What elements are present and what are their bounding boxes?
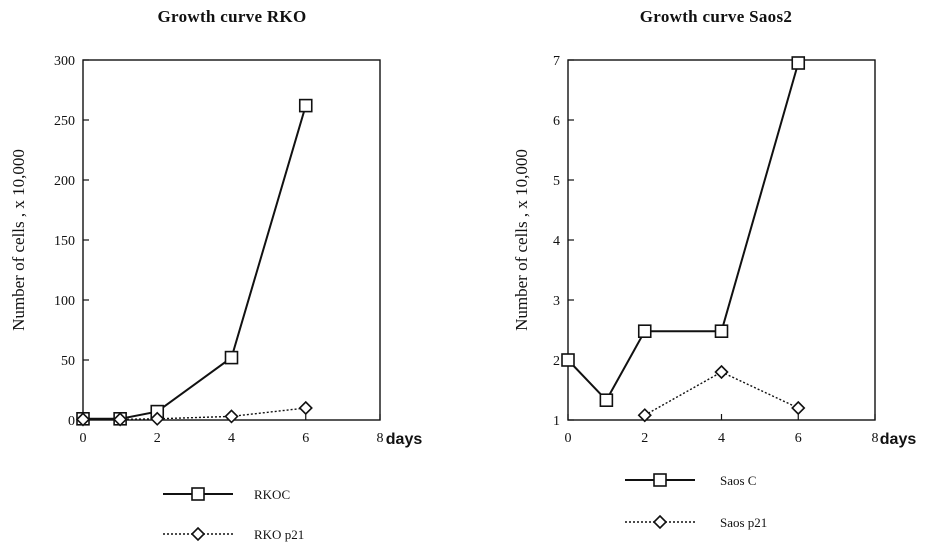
legend-label-2: Saos p21: [720, 515, 767, 530]
data-point: [599, 393, 614, 408]
series-line-1: [567, 62, 800, 402]
data-point: [112, 412, 128, 427]
y-tick-label: 300: [54, 54, 75, 69]
y-tick-label: 7: [553, 54, 560, 69]
y-axis-label: Number of cells , x 10,000: [512, 149, 531, 331]
legend-marker-1: [191, 487, 205, 501]
legend-label-1: RKOC: [254, 487, 290, 502]
y-tick-label: 4: [553, 234, 560, 249]
y-tick-label: 250: [54, 114, 75, 129]
legend-label-1: Saos C: [720, 473, 756, 488]
x-tick-label: 8: [377, 431, 384, 446]
data-point: [791, 400, 806, 416]
x-tick-label: 8: [872, 431, 879, 446]
data-point: [561, 353, 575, 367]
data-point: [637, 324, 652, 339]
y-tick-label: 0: [68, 414, 75, 429]
plot-frame: [82, 59, 381, 421]
x-tick-label: 2: [154, 431, 161, 446]
data-point: [75, 412, 91, 427]
x-tick-label: 2: [641, 431, 648, 446]
legend-marker-1: [653, 473, 667, 487]
y-tick-label: 150: [54, 234, 75, 249]
y-tick-label: 2: [553, 354, 560, 369]
x-tick-label: 0: [565, 431, 572, 446]
chart-title: Growth curve RKO: [158, 7, 307, 26]
chart-title: Growth curve Saos2: [640, 7, 792, 26]
data-point: [298, 400, 313, 416]
series-line-1: [83, 105, 307, 420]
data-point: [714, 324, 729, 339]
y-tick-label: 6: [553, 114, 560, 129]
data-point: [791, 56, 806, 70]
legend-marker-2: [190, 526, 206, 542]
series-line-2: [83, 407, 306, 421]
x-tick-label: 6: [795, 431, 802, 446]
y-tick-label: 5: [553, 174, 560, 189]
x-axis-label: days: [386, 431, 423, 448]
y-tick-label: 3: [553, 294, 560, 309]
y-tick-label: 100: [54, 294, 75, 309]
y-axis-label: Number of cells , x 10,000: [9, 149, 28, 331]
y-tick-label: 200: [54, 174, 75, 189]
x-tick-label: 4: [718, 431, 725, 446]
data-point: [714, 364, 729, 380]
legend-label-2: RKO p21: [254, 527, 304, 542]
y-tick-label: 1: [553, 414, 560, 429]
x-axis-label: days: [880, 431, 917, 448]
x-tick-label: 6: [302, 431, 309, 446]
legend-marker-2: [652, 514, 668, 530]
data-point: [298, 98, 313, 113]
y-tick-label: 50: [61, 354, 75, 369]
data-point: [224, 409, 239, 424]
chart-2: Growth curve Saos2 1 2 3 4 5 6 7 0 2 4 6 8 days Number…: [512, 7, 916, 530]
x-tick-label: 4: [228, 431, 235, 446]
data-point: [150, 411, 165, 426]
x-tick-label: 0: [80, 431, 87, 446]
chart-1: Growth curve RKO 0 50 100 150 200 250 300 0 2 4 6 8 d…: [9, 7, 422, 542]
data-point: [637, 408, 652, 423]
data-point: [224, 350, 239, 365]
